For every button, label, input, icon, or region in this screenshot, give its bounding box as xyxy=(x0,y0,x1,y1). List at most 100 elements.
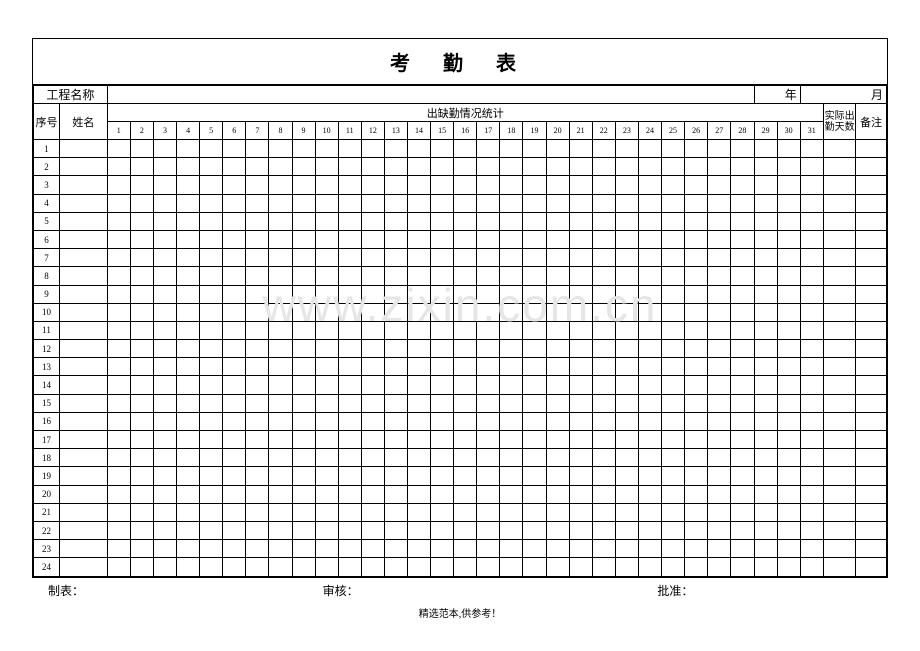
attendance-cell xyxy=(384,376,407,394)
actual-days-cell xyxy=(823,340,856,358)
attendance-cell xyxy=(130,521,153,539)
remark-cell xyxy=(856,485,887,503)
attendance-cell xyxy=(130,340,153,358)
attendance-cell xyxy=(754,358,777,376)
attendance-cell xyxy=(662,303,685,321)
attendance-cell xyxy=(569,412,592,430)
attendance-cell xyxy=(546,176,569,194)
attendance-cell xyxy=(292,321,315,339)
header-day: 13 xyxy=(384,122,407,140)
attendance-cell xyxy=(407,176,430,194)
attendance-cell xyxy=(246,412,269,430)
attendance-cell xyxy=(546,230,569,248)
remark-cell xyxy=(856,230,887,248)
attendance-cell xyxy=(685,358,708,376)
attendance-cell xyxy=(269,321,292,339)
attendance-cell xyxy=(431,358,454,376)
row-name-cell xyxy=(60,431,108,449)
month-label: 月 xyxy=(800,86,886,104)
attendance-cell xyxy=(731,176,754,194)
attendance-cell xyxy=(708,449,731,467)
attendance-cell xyxy=(615,503,638,521)
attendance-cell xyxy=(223,521,246,539)
attendance-cell xyxy=(523,558,546,576)
attendance-cell xyxy=(615,267,638,285)
attendance-cell xyxy=(500,249,523,267)
attendance-cell xyxy=(269,140,292,158)
table-row: 5 xyxy=(34,212,887,230)
table-row: 10 xyxy=(34,303,887,321)
attendance-cell xyxy=(200,267,223,285)
attendance-cell xyxy=(107,467,130,485)
attendance-cell xyxy=(177,449,200,467)
attendance-cell xyxy=(223,431,246,449)
attendance-cell xyxy=(431,140,454,158)
attendance-cell xyxy=(246,467,269,485)
attendance-cell xyxy=(523,176,546,194)
attendance-cell xyxy=(292,467,315,485)
attendance-cell xyxy=(223,158,246,176)
row-name-cell xyxy=(60,358,108,376)
attendance-cell xyxy=(292,449,315,467)
attendance-cell xyxy=(615,540,638,558)
attendance-cell xyxy=(731,140,754,158)
attendance-cell xyxy=(130,358,153,376)
actual-days-cell xyxy=(823,394,856,412)
header-day: 12 xyxy=(361,122,384,140)
attendance-cell xyxy=(615,431,638,449)
attendance-cell xyxy=(477,321,500,339)
attendance-cell xyxy=(223,540,246,558)
attendance-cell xyxy=(407,394,430,412)
attendance-cell xyxy=(523,431,546,449)
attendance-cell xyxy=(407,358,430,376)
attendance-cell xyxy=(685,158,708,176)
attendance-cell xyxy=(246,521,269,539)
attendance-cell xyxy=(223,340,246,358)
header-day: 22 xyxy=(592,122,615,140)
attendance-cell xyxy=(569,485,592,503)
attendance-cell xyxy=(269,285,292,303)
attendance-cell xyxy=(708,431,731,449)
attendance-cell xyxy=(638,212,661,230)
attendance-cell xyxy=(477,358,500,376)
attendance-cell xyxy=(315,358,338,376)
remark-cell xyxy=(856,249,887,267)
attendance-cell xyxy=(338,176,361,194)
attendance-cell xyxy=(177,394,200,412)
attendance-cell xyxy=(523,521,546,539)
attendance-cell xyxy=(500,176,523,194)
attendance-cell xyxy=(708,394,731,412)
attendance-cell xyxy=(338,485,361,503)
attendance-cell xyxy=(177,285,200,303)
attendance-cell xyxy=(338,321,361,339)
attendance-cell xyxy=(592,503,615,521)
attendance-cell xyxy=(546,485,569,503)
attendance-cell xyxy=(777,540,800,558)
attendance-cell xyxy=(546,321,569,339)
attendance-cell xyxy=(431,467,454,485)
attendance-cell xyxy=(107,285,130,303)
header-remark: 备注 xyxy=(856,104,887,140)
actual-days-cell xyxy=(823,558,856,576)
row-name-cell xyxy=(60,540,108,558)
row-name-cell xyxy=(60,340,108,358)
attendance-cell xyxy=(200,540,223,558)
attendance-cell xyxy=(153,503,176,521)
attendance-cell xyxy=(638,485,661,503)
header-day: 29 xyxy=(754,122,777,140)
footer-maker: 制表： xyxy=(48,582,263,599)
header-day: 16 xyxy=(454,122,477,140)
attendance-cell xyxy=(685,431,708,449)
attendance-cell xyxy=(708,540,731,558)
attendance-cell xyxy=(177,558,200,576)
attendance-cell xyxy=(638,467,661,485)
attendance-cell xyxy=(153,158,176,176)
header-day: 4 xyxy=(177,122,200,140)
row-name-cell xyxy=(60,140,108,158)
attendance-cell xyxy=(431,485,454,503)
attendance-cell xyxy=(777,230,800,248)
row-seq: 5 xyxy=(34,212,60,230)
attendance-cell xyxy=(685,140,708,158)
attendance-cell xyxy=(107,158,130,176)
attendance-cell xyxy=(685,176,708,194)
